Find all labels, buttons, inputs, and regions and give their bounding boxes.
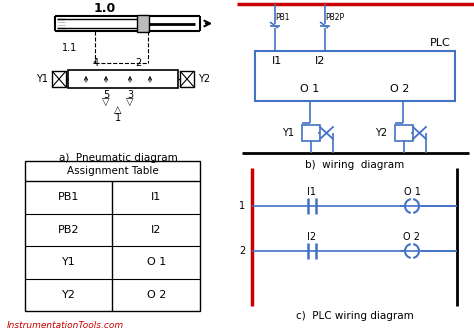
Text: 1: 1	[115, 113, 121, 123]
Text: Y1: Y1	[282, 128, 294, 138]
Text: I2: I2	[151, 225, 162, 235]
Text: PB2: PB2	[58, 225, 80, 235]
Text: a)  Pneumatic diagram: a) Pneumatic diagram	[59, 153, 177, 163]
Text: I2: I2	[308, 232, 317, 242]
Bar	[395, 125, 413, 141]
Text: 1.0: 1.0	[94, 1, 116, 14]
Text: O 1: O 1	[403, 187, 420, 197]
Text: 2: 2	[239, 246, 245, 256]
Text: PB2P: PB2P	[325, 13, 344, 23]
Bar	[52, 71, 66, 87]
Text: Y2: Y2	[62, 290, 76, 300]
Bar	[180, 71, 194, 87]
Text: Y1: Y1	[36, 74, 48, 84]
Bar	[255, 51, 455, 101]
Text: 1.1: 1.1	[63, 43, 78, 53]
Text: 4: 4	[93, 58, 99, 68]
Text: O 2: O 2	[146, 290, 166, 300]
Text: ▽: ▽	[126, 97, 134, 107]
Text: InstrumentationTools.com: InstrumentationTools.com	[7, 322, 124, 331]
Text: I2: I2	[315, 56, 325, 66]
Text: 1: 1	[239, 201, 245, 211]
Text: I1: I1	[308, 187, 317, 197]
Text: O 1: O 1	[301, 84, 319, 94]
Text: O 2: O 2	[403, 232, 420, 242]
Bar	[68, 70, 178, 88]
Text: c)  PLC wiring diagram: c) PLC wiring diagram	[296, 311, 414, 321]
Bar	[137, 15, 149, 32]
Text: I1: I1	[151, 192, 161, 202]
Text: Assignment Table: Assignment Table	[67, 166, 158, 176]
Text: O 2: O 2	[390, 84, 410, 94]
Text: 5: 5	[103, 90, 109, 100]
Bar	[25, 161, 200, 311]
Bar	[302, 125, 320, 141]
Text: PLC: PLC	[429, 38, 450, 48]
Text: 3: 3	[127, 90, 133, 100]
Text: Y1: Y1	[62, 257, 76, 267]
Text: PB1: PB1	[58, 192, 80, 202]
Text: Y2: Y2	[198, 74, 210, 84]
Text: Y2: Y2	[375, 128, 387, 138]
Text: △: △	[114, 105, 122, 115]
Text: 2: 2	[135, 58, 141, 68]
Text: b)  wiring  diagram: b) wiring diagram	[305, 160, 405, 170]
Text: O 1: O 1	[146, 257, 166, 267]
Text: ▽: ▽	[102, 97, 110, 107]
Text: PB1: PB1	[275, 13, 290, 23]
Text: I1: I1	[272, 56, 282, 66]
